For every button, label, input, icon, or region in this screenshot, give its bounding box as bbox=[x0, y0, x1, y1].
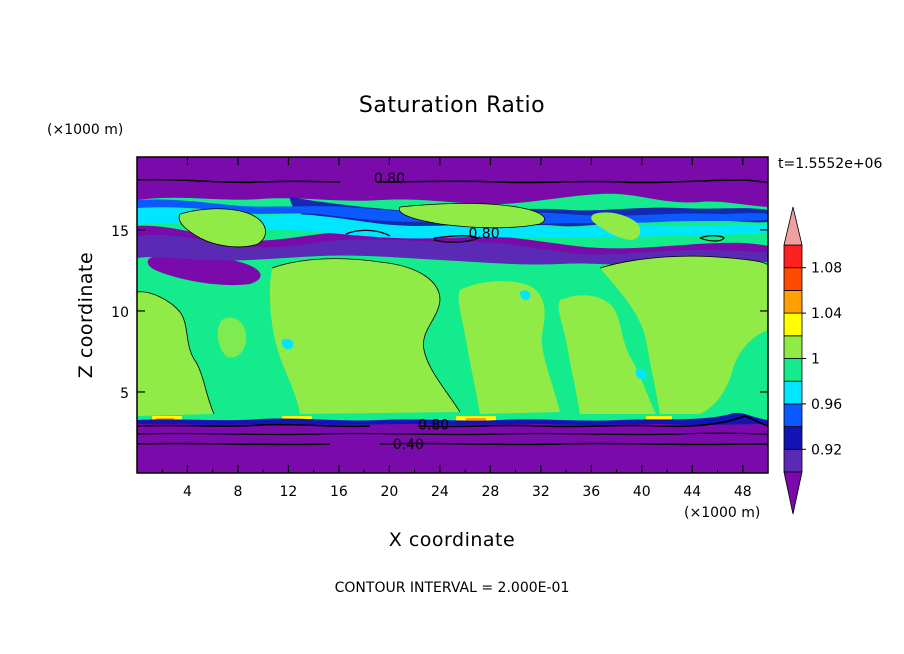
colorbar-label: 0.96 bbox=[811, 397, 842, 413]
x-tick-label: 28 bbox=[481, 484, 499, 500]
y-tick-label: 10 bbox=[111, 305, 129, 321]
contour-line-lower-080 bbox=[137, 415, 768, 428]
colorbar-swatch bbox=[783, 335, 803, 359]
x-tick-label: 48 bbox=[734, 484, 752, 500]
colorbar-swatch bbox=[783, 267, 803, 291]
y-tick-label: 15 bbox=[111, 224, 129, 240]
contour-labels: 0.80 0.80 0.80 0.40 bbox=[374, 171, 500, 453]
contour-label: 0.80 bbox=[374, 171, 405, 187]
colorbar-under-triangle bbox=[783, 471, 803, 515]
y-tick-label: 5 bbox=[120, 386, 129, 402]
contour-line-upper bbox=[137, 178, 768, 184]
upper-dry-region bbox=[137, 157, 768, 207]
colorbar-swatch bbox=[783, 312, 803, 337]
x-axis-label: X coordinate bbox=[389, 529, 515, 551]
surface-yellow-2 bbox=[282, 416, 312, 421]
lower-blue-edge bbox=[137, 412, 768, 425]
colorbar-label: 1.04 bbox=[811, 306, 842, 322]
x-axis-unit: (×1000 m) bbox=[684, 505, 760, 521]
y-axis-ticks: 5 10 15 bbox=[111, 224, 768, 402]
surface-orange-2 bbox=[466, 418, 486, 421]
colorbar-swatch bbox=[783, 289, 803, 314]
x-tick-label: 12 bbox=[280, 484, 298, 500]
contour-label: 0.80 bbox=[468, 226, 499, 242]
x-axis-ticks: 4 8 12 16 20 24 28 32 36 40 44 48 bbox=[161, 157, 752, 500]
x-tick-label: 4 bbox=[183, 484, 192, 500]
colorbar-label: 1.08 bbox=[811, 261, 842, 277]
colorbar-swatch bbox=[783, 426, 803, 450]
contour-line-upper-mid bbox=[345, 229, 480, 243]
x-tick-label: 16 bbox=[330, 484, 348, 500]
colorbar-swatch bbox=[783, 358, 803, 382]
chart-title: Saturation Ratio bbox=[359, 93, 545, 118]
contour-line-lower-mid bbox=[137, 432, 768, 436]
band-darkblue-mid bbox=[137, 234, 768, 266]
contour-label: 0.80 bbox=[418, 417, 449, 433]
colorbar-swatch bbox=[783, 448, 803, 473]
x-tick-label: 20 bbox=[380, 484, 398, 500]
upper-lens-right bbox=[591, 212, 641, 240]
saturation-field bbox=[137, 157, 768, 473]
colorbar-label: 1 bbox=[811, 352, 820, 368]
cloud-green-spots bbox=[217, 317, 698, 375]
contour-line-mid-right bbox=[699, 235, 725, 242]
x-tick-label: 24 bbox=[431, 484, 449, 500]
surface-yellow-4 bbox=[646, 416, 672, 421]
colorbar-label: 0.92 bbox=[811, 442, 842, 458]
contour-interval-footer: CONTOUR INTERVAL = 2.000E-01 bbox=[335, 580, 570, 596]
contour-line-cloud-edge bbox=[137, 203, 768, 415]
colorbar-swatch bbox=[783, 244, 803, 269]
y-axis-unit: (×1000 m) bbox=[47, 122, 123, 138]
cloud-green-main bbox=[137, 256, 768, 416]
x-tick-label: 36 bbox=[582, 484, 600, 500]
contour-label: 0.40 bbox=[393, 437, 424, 453]
plot-frame bbox=[136, 156, 769, 474]
y-axis-label: Z coordinate bbox=[75, 252, 97, 378]
upper-lens-left bbox=[179, 208, 266, 247]
x-tick-label: 32 bbox=[532, 484, 550, 500]
colorbar: 0.92 0.96 1 1.04 1.08 bbox=[783, 206, 842, 515]
x-tick-label: 44 bbox=[683, 484, 701, 500]
upper-lens-center bbox=[399, 203, 545, 228]
lower-dry-layer bbox=[137, 416, 768, 473]
lower-upper-blob bbox=[147, 254, 261, 286]
colorbar-swatch bbox=[783, 403, 803, 427]
colorbar-over-triangle bbox=[783, 206, 803, 246]
x-tick-label: 40 bbox=[633, 484, 651, 500]
time-label: t=1.5552e+06 bbox=[778, 156, 882, 172]
contour-line-lower-040 bbox=[137, 442, 768, 446]
colorbar-swatch bbox=[783, 380, 803, 405]
x-tick-label: 8 bbox=[233, 484, 242, 500]
